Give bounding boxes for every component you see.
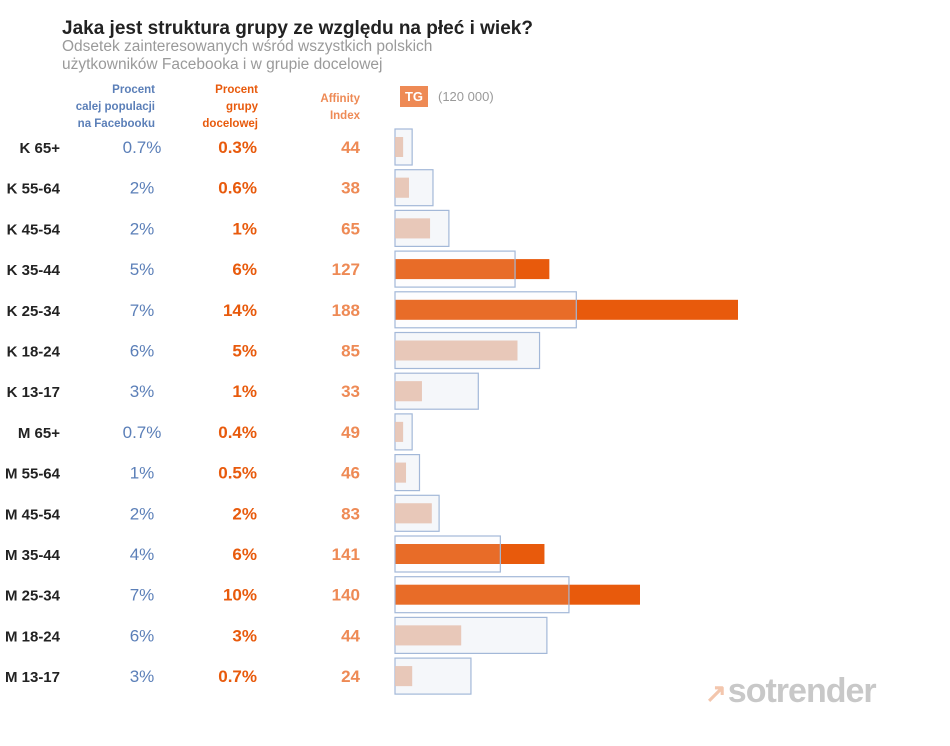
tg-size-label: (120 000) (438, 89, 494, 104)
sotrender-logo: ↗sotrender (705, 672, 877, 711)
category-label: M 45-54 (5, 506, 61, 523)
population-value-label: 6% (130, 626, 155, 645)
target-bar (395, 584, 640, 605)
population-box (394, 250, 516, 288)
category-label: M 25-34 (5, 588, 61, 605)
population-value-label: 2% (130, 219, 155, 238)
logo-text: sotrender (727, 672, 877, 710)
category-label: K 25-34 (7, 303, 61, 320)
affinity-index-label: 44 (341, 138, 360, 157)
target-value-label: 0.7% (218, 667, 257, 686)
population-value-label: 3% (130, 382, 155, 401)
category-label: K 13-17 (7, 384, 60, 401)
target-value-label: 1% (232, 382, 257, 401)
population-header-line: Procent (112, 84, 155, 96)
population-value-label: 2% (130, 179, 155, 198)
chart-subtitle: Odsetek zainteresowanych wśród wszystkic… (62, 38, 433, 73)
target-bar-overlay (395, 421, 404, 442)
target-bar (395, 544, 545, 564)
target-value-label: 0.3% (218, 138, 257, 157)
population-value-label: 3% (130, 667, 155, 686)
target-bar-overlay (395, 625, 462, 646)
population-value-label: 0.7% (123, 423, 162, 442)
affinity-index-label: 85 (341, 342, 360, 361)
affinity-index-label: 83 (341, 504, 360, 523)
target-value-label: 10% (223, 586, 257, 605)
population-value-label: 5% (130, 260, 155, 279)
population-box (394, 576, 570, 614)
target-value-label: 2% (232, 504, 257, 523)
target-header-line: Procent (215, 84, 258, 96)
target-bar-overlay (395, 462, 407, 483)
target-value-label: 5% (232, 342, 257, 361)
target-bar-overlay (395, 218, 431, 239)
affinity-index-label: 44 (341, 626, 360, 645)
population-header-line: na Facebooku (77, 118, 155, 130)
category-label: K 18-24 (7, 344, 61, 361)
category-label: K 35-44 (7, 262, 61, 279)
population-value-label: 7% (130, 301, 155, 320)
target-value-label: 0.6% (218, 179, 257, 198)
target-header: Procent grupy docelowej (180, 82, 258, 133)
target-header-line: grupy (226, 101, 258, 113)
population-value-label: 4% (130, 545, 155, 564)
affinity-index-label: 24 (341, 667, 360, 686)
target-bar-overlay (395, 503, 432, 524)
affinity-index-label: 127 (332, 260, 360, 279)
target-bar-overlay (395, 381, 422, 402)
category-label: K 55-64 (7, 181, 61, 198)
affinity-index-label: 141 (332, 545, 360, 564)
target-value-label: 3% (232, 626, 257, 645)
target-bar (395, 299, 738, 320)
population-value-label: 0.7% (123, 138, 162, 157)
affinity-index-label: 188 (332, 301, 360, 320)
population-value-label: 1% (130, 464, 155, 483)
target-value-label: 14% (223, 301, 257, 320)
target-value-label: 0.5% (218, 464, 257, 483)
affinity-header-line: Affinity (320, 93, 360, 105)
target-bar (395, 259, 550, 280)
target-value-label: 0.4% (218, 423, 257, 442)
category-label: M 65+ (18, 425, 60, 442)
population-value-label: 6% (130, 342, 155, 361)
affinity-header-line: Index (329, 110, 360, 122)
target-bar-overlay (395, 177, 409, 198)
population-value-label: 7% (130, 586, 155, 605)
population-box (394, 535, 501, 573)
population-box (394, 291, 577, 329)
tg-legend-badge: TG (400, 86, 428, 107)
population-header: Procent calej populacji na Facebooku (60, 82, 155, 133)
chart-title: Jaka jest struktura grupy ze względu na … (62, 18, 533, 39)
population-header-line: calej populacji (75, 101, 155, 113)
category-label: M 35-44 (5, 547, 61, 564)
affinity-index-label: 49 (341, 423, 360, 442)
category-label: K 45-54 (7, 221, 61, 238)
population-value-label: 2% (130, 504, 155, 523)
category-label: M 55-64 (5, 466, 61, 483)
affinity-index-label: 65 (341, 219, 360, 238)
affinity-index-label: 46 (341, 464, 360, 483)
logo-arrow-icon: ↗ (705, 678, 727, 708)
target-bar-overlay (395, 340, 518, 361)
target-bar-overlay (395, 666, 413, 687)
affinity-index-label: 140 (332, 586, 360, 605)
target-header-line: docelowej (202, 118, 258, 130)
category-label: K 65+ (20, 140, 61, 157)
affinity-index-label: 38 (341, 179, 360, 198)
target-bar-overlay (395, 137, 404, 157)
target-value-label: 6% (232, 260, 257, 279)
affinity-header: Affinity Index (290, 91, 360, 125)
category-label: M 13-17 (5, 669, 60, 686)
affinity-index-label: 33 (341, 382, 360, 401)
target-value-label: 6% (232, 545, 257, 564)
target-value-label: 1% (232, 219, 257, 238)
category-label: M 18-24 (5, 628, 61, 645)
